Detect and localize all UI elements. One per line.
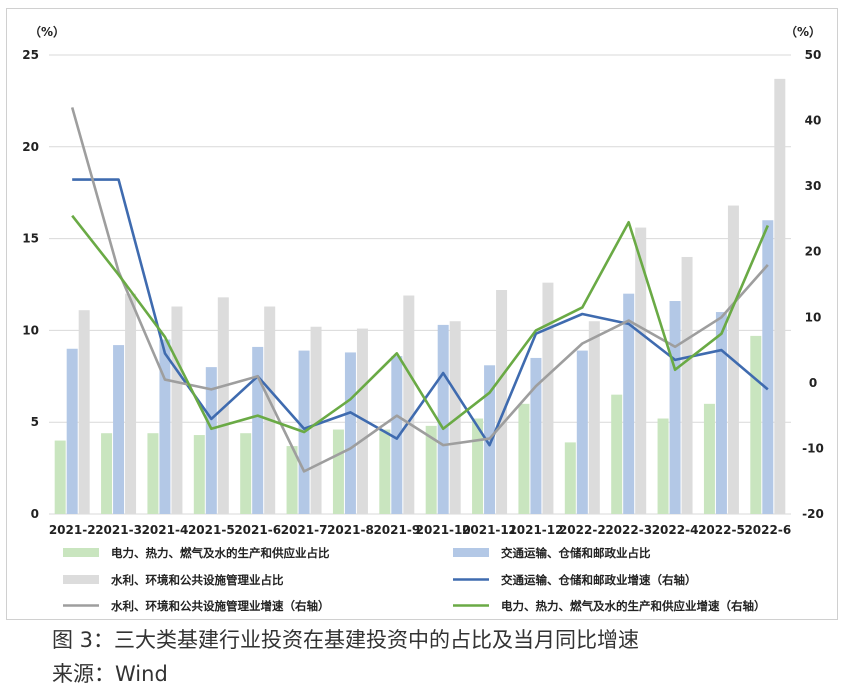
bar-series-1-bar xyxy=(66,348,78,514)
x-tick-label: 2021-5 xyxy=(188,523,235,537)
y-left-tick-label: 5 xyxy=(31,415,39,429)
x-tick-label: 2021-10 xyxy=(416,523,471,537)
figure-caption: 图 3：三大类基建行业投资在基建投资中的占比及当月同比增速 xyxy=(52,628,640,652)
legend-label: 交通运输、仓储和邮政业增速（右轴） xyxy=(501,573,697,587)
line-series-2 xyxy=(71,214,770,434)
bar-series-2-bar xyxy=(681,256,693,514)
y-right-tick-label: 40 xyxy=(805,114,822,128)
x-tick-label: 2022-4 xyxy=(652,523,699,537)
bar-series-1-bar xyxy=(762,220,774,515)
figure-source: 来源：Wind xyxy=(52,662,168,686)
x-tick-label: 2021-9 xyxy=(373,523,420,537)
x-tick-label: 2021-8 xyxy=(327,523,374,537)
legend-label: 电力、热力、燃气及水的生产和供应业增速（右轴） xyxy=(501,599,766,613)
bar-series-2-bar xyxy=(774,78,786,515)
bar-series-2-bar xyxy=(403,295,415,514)
y-left-tick-label: 25 xyxy=(22,48,39,62)
bar-series-1-bar xyxy=(437,324,449,514)
bar-series-1-bar xyxy=(530,357,542,514)
bar-series-2-bar xyxy=(635,227,647,515)
bar-series-2-bar xyxy=(496,290,508,514)
bar-series-1-bar xyxy=(113,345,125,514)
line-layer xyxy=(70,107,770,473)
bar-series-1-bar xyxy=(344,352,356,514)
bar-series-0-bar xyxy=(564,442,576,514)
bar-series-1-bar xyxy=(252,346,264,514)
chart-canvas: （%） （%） 0 5 10 15 20 25 -20 -10 0 10 20 30 40 50 2021-… xyxy=(22,24,824,613)
axis-layer: （%） （%） 0 5 10 15 20 25 -20 -10 0 10 20 30 40 50 2021-… xyxy=(22,24,824,537)
y-left-tick-label: 20 xyxy=(22,140,39,154)
bar-series-0-bar xyxy=(657,418,669,514)
bar-series-1-bar xyxy=(623,293,635,514)
bar-series-2-bar xyxy=(264,306,276,514)
bar-series-0-bar xyxy=(332,429,344,514)
x-tick-label: 2021-12 xyxy=(508,523,563,537)
x-tick-label: 2021-7 xyxy=(281,523,328,537)
legend-swatch xyxy=(63,548,99,557)
y-left-tick-label: 0 xyxy=(31,507,39,521)
bar-series-2-bar xyxy=(78,310,90,514)
bar-series-0-bar xyxy=(703,403,715,514)
y-left-tick-label: 15 xyxy=(22,232,39,246)
legend-swatch xyxy=(453,548,489,557)
y-right-tick-label: 10 xyxy=(805,310,822,324)
y-right-tick-label: -20 xyxy=(802,507,824,521)
x-tick-label: 2022-6 xyxy=(744,523,791,537)
legend-label: 电力、热力、燃气及水的生产和供应业占比 xyxy=(111,546,330,560)
legend-label: 交通运输、仓储和邮政业占比 xyxy=(501,546,651,560)
bar-series-1-bar xyxy=(669,301,681,514)
bar-series-2-bar xyxy=(217,297,229,514)
bar-series-0-bar xyxy=(54,440,66,514)
bar-series-2-bar xyxy=(449,321,461,514)
bar-series-0-bar xyxy=(193,435,205,514)
bar-series-0-bar xyxy=(611,394,623,514)
bar-series-1-bar xyxy=(205,367,217,514)
x-tick-label: 2021-4 xyxy=(142,523,189,537)
x-tick-label: 2022-2 xyxy=(559,523,606,537)
bar-series-0-bar xyxy=(101,433,113,514)
x-tick-label: 2021-6 xyxy=(234,523,281,537)
bar-series-2-bar xyxy=(125,293,137,514)
bar-series-2-bar xyxy=(588,321,600,514)
y-right-tick-label: 50 xyxy=(805,48,822,62)
bar-series-1-bar xyxy=(391,356,403,514)
y-left-tick-label: 10 xyxy=(22,323,39,337)
x-tick-label: 2021-2 xyxy=(49,523,96,537)
x-tick-label: 2022-3 xyxy=(605,523,652,537)
y-right-unit: （%） xyxy=(785,24,821,39)
y-right-tick-label: 30 xyxy=(805,179,822,193)
legend-label: 水利、环境和公共设施管理业占比 xyxy=(111,573,284,587)
legend: 电力、热力、燃气及水的生产和供应业占比 交通运输、仓储和邮政业占比水利、环境和公共… xyxy=(63,546,766,613)
bar-series-0-bar xyxy=(379,429,391,514)
legend-label: 水利、环境和公共设施管理业增速（右轴） xyxy=(111,599,330,613)
bar-series-0-bar xyxy=(518,403,530,514)
legend-swatch xyxy=(63,575,99,584)
bar-series-0-bar xyxy=(472,418,484,514)
bar-series-1-bar xyxy=(576,350,588,514)
bar-series-2-bar xyxy=(542,282,554,514)
bar-series-1-bar xyxy=(715,312,727,514)
x-tick-label: 2022-5 xyxy=(698,523,745,537)
chart-frame: （%） （%） 0 5 10 15 20 25 -20 -10 0 10 20 30 40 50 2021-… xyxy=(6,8,838,620)
bar-series-0-bar xyxy=(425,425,437,514)
bar-series-1-bar xyxy=(159,339,171,514)
bar-series-0-bar xyxy=(147,433,159,514)
y-right-tick-label: 20 xyxy=(805,245,822,259)
bar-series-0-bar xyxy=(240,433,252,514)
bar-series-2-bar xyxy=(356,328,368,514)
bar-series-0-bar xyxy=(286,446,298,514)
bar-series-2-bar xyxy=(310,326,322,514)
bar-series-2-bar xyxy=(171,306,183,514)
line-series-0 xyxy=(72,178,769,447)
y-right-tick-label: -10 xyxy=(802,441,824,455)
x-tick-label: 2021-3 xyxy=(95,523,142,537)
bar-series-0-bar xyxy=(750,335,762,514)
y-left-unit: （%） xyxy=(29,24,65,39)
bar-layer xyxy=(54,78,786,515)
y-right-tick-label: 0 xyxy=(809,376,817,390)
x-tick-label: 2021-11 xyxy=(462,523,517,537)
